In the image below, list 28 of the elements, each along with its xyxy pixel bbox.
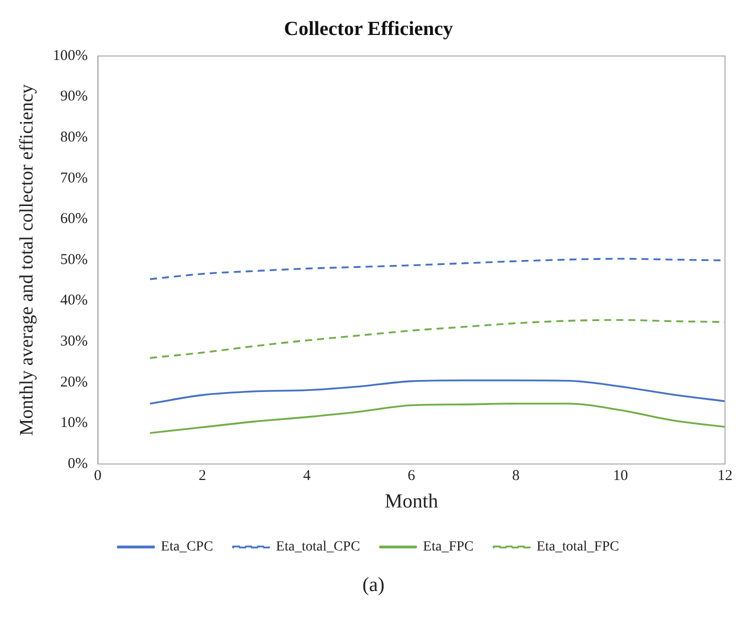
- line-series: [149, 379, 725, 405]
- y-tick-label: 30%: [60, 334, 88, 350]
- legend-label: Eta_FPC: [423, 540, 474, 555]
- legend-label: Eta_total_FPC: [536, 540, 620, 555]
- x-axis-title: Month: [384, 490, 438, 512]
- x-tick-label: 8: [512, 468, 520, 484]
- legend-label: Eta_total_CPC: [276, 540, 360, 555]
- text: (a): [361, 574, 386, 597]
- y-tick-label: 10%: [60, 415, 88, 432]
- y-tick-label: 40%: [60, 292, 88, 309]
- y-tick-label: 20%: [60, 374, 88, 390]
- y-tick-label: 0%: [68, 456, 88, 472]
- x-tick-label: 12: [718, 468, 732, 484]
- line-series: [149, 402, 725, 434]
- y-tick-label: 60%: [60, 211, 88, 228]
- legend-label: Eta_CPC: [160, 540, 214, 555]
- x-tick-label: 0: [94, 468, 102, 484]
- y-tick-label: 80%: [60, 130, 88, 146]
- y-axis-title: Monthly average and total collector efficiency: [16, 84, 38, 436]
- x-tick-label: 6: [408, 468, 416, 484]
- y-tick-label: 100%: [52, 48, 88, 64]
- y-tick-label: 70%: [60, 170, 88, 186]
- x-tick-label: 10: [612, 468, 628, 484]
- y-tick-label: 50%: [60, 252, 88, 268]
- y-tick-label: 90%: [60, 88, 88, 105]
- x-tick-label: 2: [198, 468, 206, 484]
- chart-title: Collector Efficiency: [284, 18, 454, 40]
- x-tick-label: 4: [303, 468, 312, 484]
